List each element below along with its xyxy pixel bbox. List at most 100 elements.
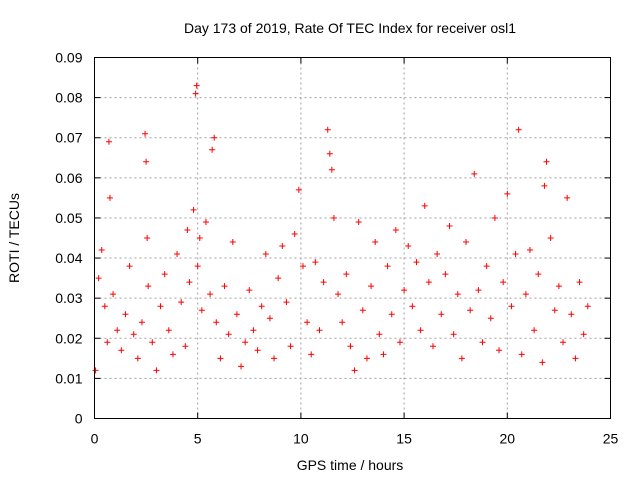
data-point bbox=[169, 351, 176, 358]
data-point bbox=[211, 134, 218, 141]
data-point bbox=[193, 82, 200, 89]
data-point bbox=[316, 327, 323, 334]
data-point bbox=[429, 343, 436, 350]
data-point bbox=[174, 251, 181, 258]
data-point bbox=[283, 299, 290, 306]
data-point bbox=[508, 303, 515, 310]
data-point bbox=[250, 327, 257, 334]
data-point bbox=[368, 283, 375, 290]
data-point bbox=[541, 182, 548, 189]
data-point bbox=[299, 263, 306, 270]
data-point bbox=[229, 239, 236, 246]
data-point bbox=[209, 146, 216, 153]
y-tick-label: 0.08 bbox=[55, 90, 82, 106]
data-point bbox=[130, 331, 137, 338]
data-point bbox=[114, 327, 121, 334]
data-point bbox=[320, 279, 327, 286]
data-point bbox=[487, 315, 494, 322]
data-point bbox=[458, 355, 465, 362]
x-tick-label: 15 bbox=[396, 431, 412, 447]
data-point bbox=[95, 275, 102, 282]
data-point bbox=[450, 331, 457, 338]
data-point bbox=[104, 339, 111, 346]
data-point bbox=[279, 243, 286, 250]
x-axis-ticks: 0 5 10 15 20 25 bbox=[91, 57, 619, 447]
data-point bbox=[291, 230, 298, 237]
data-point bbox=[262, 251, 269, 258]
data-point bbox=[143, 158, 150, 165]
data-point bbox=[500, 279, 507, 286]
data-point bbox=[515, 126, 522, 133]
data-point bbox=[207, 291, 214, 298]
data-point bbox=[560, 339, 567, 346]
data-point bbox=[551, 307, 558, 314]
data-point bbox=[238, 363, 245, 370]
data-point bbox=[417, 327, 424, 334]
data-point bbox=[145, 283, 152, 290]
data-point bbox=[522, 291, 529, 298]
data-point bbox=[165, 327, 172, 334]
data-point bbox=[202, 218, 209, 225]
data-point bbox=[421, 202, 428, 209]
data-point bbox=[335, 291, 342, 298]
grid-lines bbox=[94, 57, 611, 419]
data-points bbox=[92, 82, 591, 374]
data-point bbox=[483, 263, 490, 270]
data-point bbox=[388, 311, 395, 318]
y-tick-label: 0.06 bbox=[55, 170, 82, 186]
data-point bbox=[405, 243, 412, 250]
data-point bbox=[564, 194, 571, 201]
data-point bbox=[359, 307, 366, 314]
data-point bbox=[149, 339, 156, 346]
data-point bbox=[326, 150, 333, 157]
data-point bbox=[471, 170, 478, 177]
data-point bbox=[347, 343, 354, 350]
data-point bbox=[479, 339, 486, 346]
y-tick-label: 0.02 bbox=[55, 330, 82, 346]
x-axis-label: GPS time / hours bbox=[297, 457, 404, 473]
data-point bbox=[339, 319, 346, 326]
data-point bbox=[225, 331, 232, 338]
data-point bbox=[355, 218, 362, 225]
data-point bbox=[157, 303, 164, 310]
y-axis-label: ROTI / TECUs bbox=[6, 193, 22, 283]
data-point bbox=[246, 287, 253, 294]
data-point bbox=[496, 347, 503, 354]
data-point bbox=[304, 319, 311, 326]
y-tick-label: 0.05 bbox=[55, 210, 82, 226]
y-tick-label: 0.04 bbox=[55, 250, 82, 266]
data-point bbox=[463, 239, 470, 246]
data-point bbox=[213, 319, 220, 326]
data-point bbox=[555, 283, 562, 290]
x-tick-label: 25 bbox=[603, 431, 619, 447]
data-point bbox=[380, 351, 387, 358]
data-point bbox=[504, 190, 511, 197]
data-point bbox=[409, 303, 416, 310]
data-point bbox=[576, 279, 583, 286]
data-point bbox=[539, 359, 546, 366]
data-point bbox=[184, 226, 191, 233]
data-point bbox=[221, 283, 228, 290]
data-point bbox=[192, 90, 199, 97]
data-point bbox=[105, 138, 112, 145]
data-point bbox=[324, 126, 331, 133]
data-point bbox=[363, 355, 370, 362]
data-point bbox=[287, 343, 294, 350]
data-point bbox=[527, 247, 534, 254]
data-point bbox=[438, 311, 445, 318]
plot-frame bbox=[94, 57, 611, 419]
y-tick-label: 0.07 bbox=[55, 130, 82, 146]
chart-title: Day 173 of 2019, Rate Of TEC Index for r… bbox=[184, 20, 516, 36]
data-point bbox=[580, 331, 587, 338]
data-point bbox=[475, 287, 482, 294]
data-point bbox=[126, 263, 133, 270]
data-point bbox=[142, 130, 149, 137]
data-point bbox=[138, 319, 145, 326]
data-point bbox=[425, 279, 432, 286]
x-tick-label: 0 bbox=[91, 431, 99, 447]
data-point bbox=[384, 263, 391, 270]
data-point bbox=[242, 339, 249, 346]
data-point bbox=[161, 271, 168, 278]
data-point bbox=[312, 259, 319, 266]
